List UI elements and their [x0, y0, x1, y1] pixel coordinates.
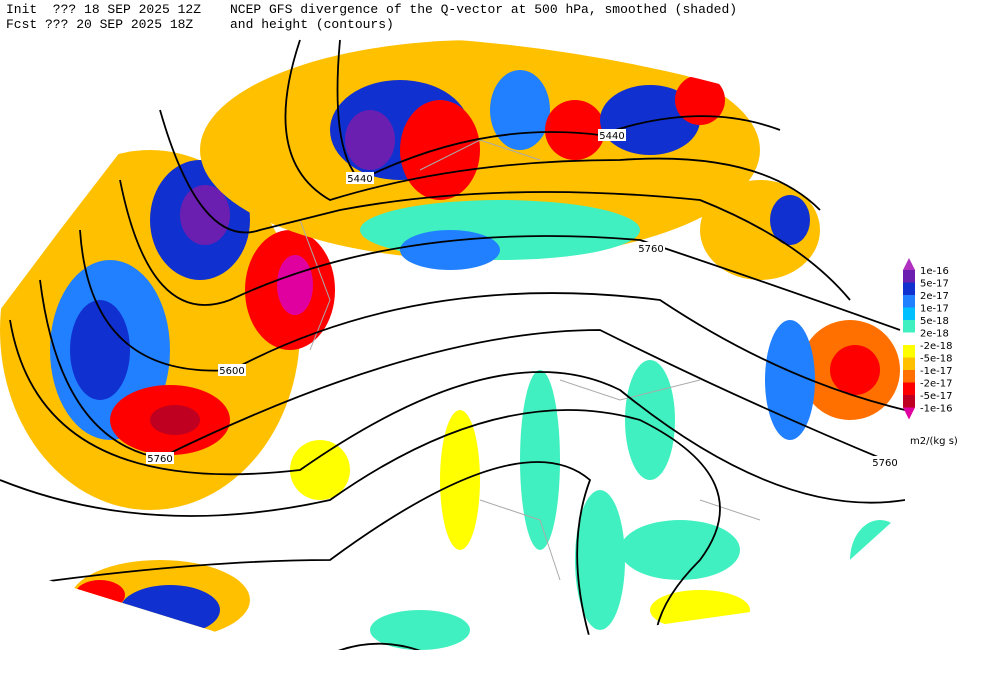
- colorbar-label: -1e-16: [920, 404, 952, 415]
- contour-label-box: [871, 456, 899, 468]
- contour-label: 5760: [872, 458, 897, 469]
- contour-label-box: [346, 172, 374, 184]
- colorbar-label: 5e-17: [920, 279, 949, 290]
- colorbar-bin: [903, 382, 915, 395]
- contour-label: 5760: [147, 454, 172, 465]
- contour-label: 5760: [638, 244, 663, 255]
- contour-label-box: [637, 242, 665, 254]
- init-label: Init ??? 18 SEP 2025 12Z: [6, 2, 201, 17]
- contour-label: 5440: [599, 131, 624, 142]
- colorbar-label: -2e-17: [920, 379, 952, 390]
- contour-label-box: [218, 364, 246, 376]
- colorbar-label: -2e-18: [920, 341, 952, 352]
- colorbar-bin: [903, 282, 915, 295]
- contour-label: 5440: [347, 174, 372, 185]
- colorbar-label: 5e-18: [920, 316, 949, 327]
- fcst-label: Fcst ??? 20 SEP 2025 18Z: [6, 17, 193, 32]
- colorbar-bin: [903, 345, 915, 358]
- colorbar-bin: [903, 370, 915, 383]
- colorbar-arrow: [903, 258, 915, 270]
- colorbar-bin: [903, 270, 915, 283]
- map-title: NCEP GFS divergence of the Q-vector at 5…: [230, 2, 737, 17]
- colorbar-label: 2e-18: [920, 329, 949, 340]
- colorbar-bin: [903, 295, 915, 308]
- colorbar-label: -1e-17: [920, 366, 952, 377]
- colorbar-label: 1e-17: [920, 304, 949, 315]
- colorbar-units: m2/(kg s): [910, 436, 958, 447]
- colorbar-bin: [903, 357, 915, 370]
- contour-label-box: [146, 452, 174, 464]
- map-subtitle: and height (contours): [230, 17, 394, 32]
- colorbar-bin: [903, 332, 915, 345]
- colorbar-label: 2e-17: [920, 291, 949, 302]
- colorbar-arrow: [903, 407, 915, 420]
- contour-label-box: [598, 129, 626, 141]
- contour-label: 5600: [219, 366, 244, 377]
- map-field: [0, 34, 905, 651]
- contour-labels: 5440 5440 5600 5760 5760 5760: [146, 129, 899, 469]
- colorbar-label: 1e-16: [920, 266, 949, 277]
- colorbar-bin: [903, 320, 915, 333]
- colorbar-label: -5e-17: [920, 391, 952, 402]
- colorbar-label: -5e-18: [920, 354, 952, 365]
- colorbar-bin: [903, 395, 915, 408]
- colorbar-bin: [903, 307, 915, 320]
